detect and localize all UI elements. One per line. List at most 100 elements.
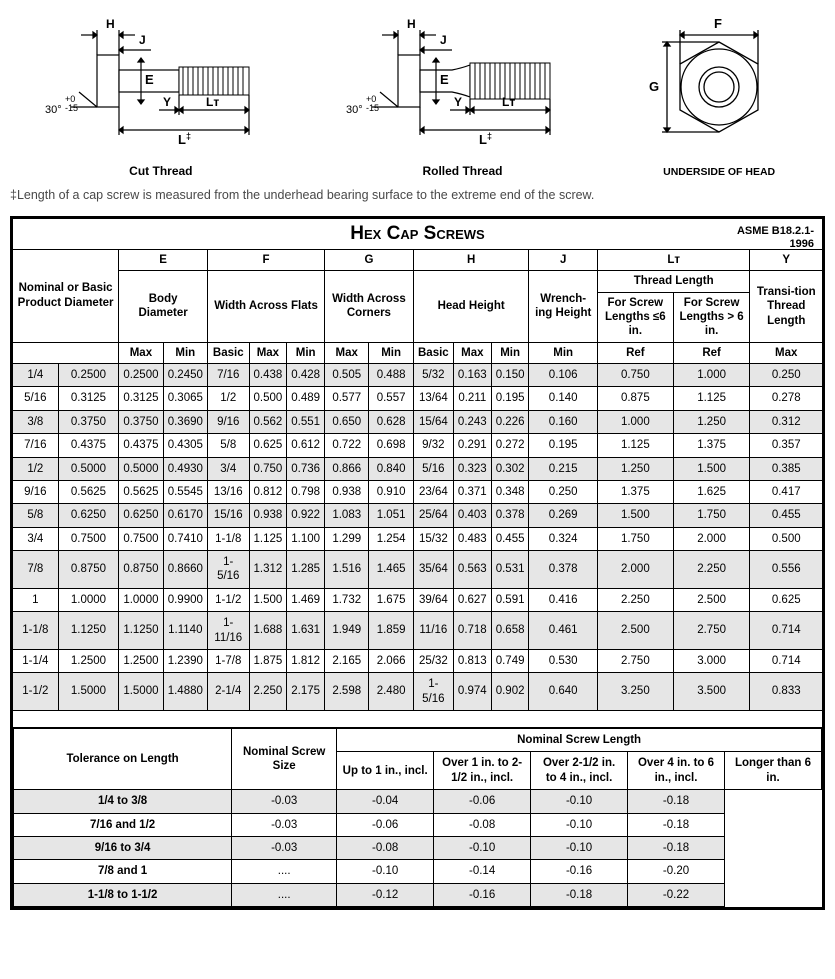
tol-size: 7/8 and 1 [14, 860, 232, 883]
tol-col: Longer than 6 in. [725, 752, 822, 790]
cell-lt1: 2.250 [597, 588, 673, 611]
cell-h_max: 0.718 [453, 612, 491, 650]
cell-f_max: 0.938 [249, 504, 287, 527]
cell-h_basic: 15/64 [413, 410, 453, 433]
cell-e_max: 0.3125 [119, 387, 163, 410]
cell-h_min: 0.226 [491, 410, 529, 433]
hdr-E: E [119, 249, 208, 270]
sub-max-5: Max [750, 342, 824, 363]
table-spec: ASME B18.2.1-1996 [737, 225, 814, 250]
footnote-text: ‡Length of a cap screw is measured from … [10, 188, 825, 202]
cell-j_min: 0.416 [529, 588, 597, 611]
hdr-head: Head Height [413, 271, 529, 343]
cell-f_basic: 2-1/4 [208, 673, 249, 711]
tolerance-table: Tolerance on Length Nominal Screw Size N… [13, 728, 822, 907]
cell-g_max: 1.516 [325, 551, 369, 589]
cell-h_basic: 5/16 [413, 457, 453, 480]
cell-e_max: 0.4375 [119, 434, 163, 457]
cell-lt2: 2.750 [673, 612, 750, 650]
hdr-H: H [413, 249, 529, 270]
cell-nom: 1-1/4 [12, 649, 59, 672]
cell-dec: 0.2500 [58, 364, 119, 387]
cell-g_max: 2.598 [325, 673, 369, 711]
table-row: 1-1/41.25001.25001.23901-7/81.8751.8122.… [12, 649, 824, 672]
cell-lt1: 0.875 [597, 387, 673, 410]
label-L-1: L‡ [178, 131, 191, 147]
cell-g_max: 0.722 [325, 434, 369, 457]
cell-y_max: 0.417 [750, 480, 824, 503]
rolled-thread-svg: H J E Y Lᴛ L‡ 30° +0 -15 [342, 10, 582, 160]
data-body: 1/40.25000.25000.24507/160.4380.4280.505… [12, 364, 824, 711]
cell-f_basic: 9/16 [208, 410, 249, 433]
cell-e_min: 1.2390 [163, 649, 207, 672]
rolled-thread-diagram: H J E Y Lᴛ L‡ 30° +0 -15 Rolled Thread [342, 10, 582, 178]
cell-f_basic: 15/16 [208, 504, 249, 527]
cell-g_min: 1.051 [369, 504, 413, 527]
cell-j_min: 0.640 [529, 673, 597, 711]
tol-val: -0.10 [531, 836, 628, 859]
cell-h_max: 0.483 [453, 527, 491, 550]
tol-val: -0.12 [337, 883, 434, 906]
cell-h_basic: 13/64 [413, 387, 453, 410]
tol-row: 1/4 to 3/8-0.03-0.04-0.06-0.10-0.18 [14, 790, 822, 813]
cell-e_min: 0.4930 [163, 457, 207, 480]
cell-g_min: 0.488 [369, 364, 413, 387]
cell-f_max: 0.625 [249, 434, 287, 457]
tol-title: Tolerance on Length [14, 729, 232, 790]
cell-g_min: 1.675 [369, 588, 413, 611]
cell-f_basic: 7/16 [208, 364, 249, 387]
cell-e_min: 0.3690 [163, 410, 207, 433]
tol-val: .... [232, 883, 337, 906]
table-row: 3/40.75000.75000.74101-1/81.1251.1001.29… [12, 527, 824, 550]
cell-lt2: 1.750 [673, 504, 750, 527]
label-H-2: H [407, 17, 416, 31]
label-LT-2: Lᴛ [502, 95, 515, 109]
cell-h_basic: 9/32 [413, 434, 453, 457]
tol-val: -0.16 [531, 860, 628, 883]
table-row: 1-1/21.50001.50001.48802-1/42.2502.1752.… [12, 673, 824, 711]
cell-f_min: 2.175 [287, 673, 325, 711]
hdr-trans: Transi-tion Thread Length [750, 271, 824, 343]
cell-lt2: 2.500 [673, 588, 750, 611]
cell-dec: 0.7500 [58, 527, 119, 550]
cell-h_max: 0.243 [453, 410, 491, 433]
label-J-2: J [440, 33, 447, 47]
cell-f_max: 1.125 [249, 527, 287, 550]
cell-j_min: 0.378 [529, 551, 597, 589]
cell-e_min: 0.8660 [163, 551, 207, 589]
cell-lt2: 1.250 [673, 410, 750, 433]
cell-nom: 3/4 [12, 527, 59, 550]
cell-g_max: 0.577 [325, 387, 369, 410]
cell-lt1: 1.500 [597, 504, 673, 527]
cell-g_min: 1.859 [369, 612, 413, 650]
tol-val: -0.08 [434, 813, 531, 836]
cell-f_min: 0.612 [287, 434, 325, 457]
cell-f_min: 1.469 [287, 588, 325, 611]
cell-h_min: 0.150 [491, 364, 529, 387]
cell-j_min: 0.140 [529, 387, 597, 410]
cell-dec: 1.2500 [58, 649, 119, 672]
cut-thread-caption: Cut Thread [41, 164, 281, 178]
cell-dec: 0.5000 [58, 457, 119, 480]
cell-f_max: 0.812 [249, 480, 287, 503]
tol-col: Up to 1 in., incl. [337, 752, 434, 790]
tol-val: -0.22 [628, 883, 725, 906]
cell-g_max: 0.866 [325, 457, 369, 480]
tol-val: -0.14 [434, 860, 531, 883]
tol-val: -0.10 [337, 860, 434, 883]
cell-nom: 1/4 [12, 364, 59, 387]
cell-f_min: 0.489 [287, 387, 325, 410]
table-row: 5/160.31250.31250.30651/20.5000.4890.577… [12, 387, 824, 410]
cell-nom: 5/8 [12, 504, 59, 527]
cell-e_min: 0.5545 [163, 480, 207, 503]
label-G: G [649, 79, 659, 94]
sub-basic-1: Basic [208, 342, 249, 363]
tol-val: -0.18 [628, 836, 725, 859]
cell-f_min: 1.100 [287, 527, 325, 550]
tol-size: 1/4 to 3/8 [14, 790, 232, 813]
tol-val: -0.18 [628, 790, 725, 813]
tol-row: 7/8 and 1....-0.10-0.14-0.16-0.20 [14, 860, 822, 883]
tol-val: -0.18 [531, 883, 628, 906]
cell-nom: 3/8 [12, 410, 59, 433]
cell-h_max: 0.323 [453, 457, 491, 480]
